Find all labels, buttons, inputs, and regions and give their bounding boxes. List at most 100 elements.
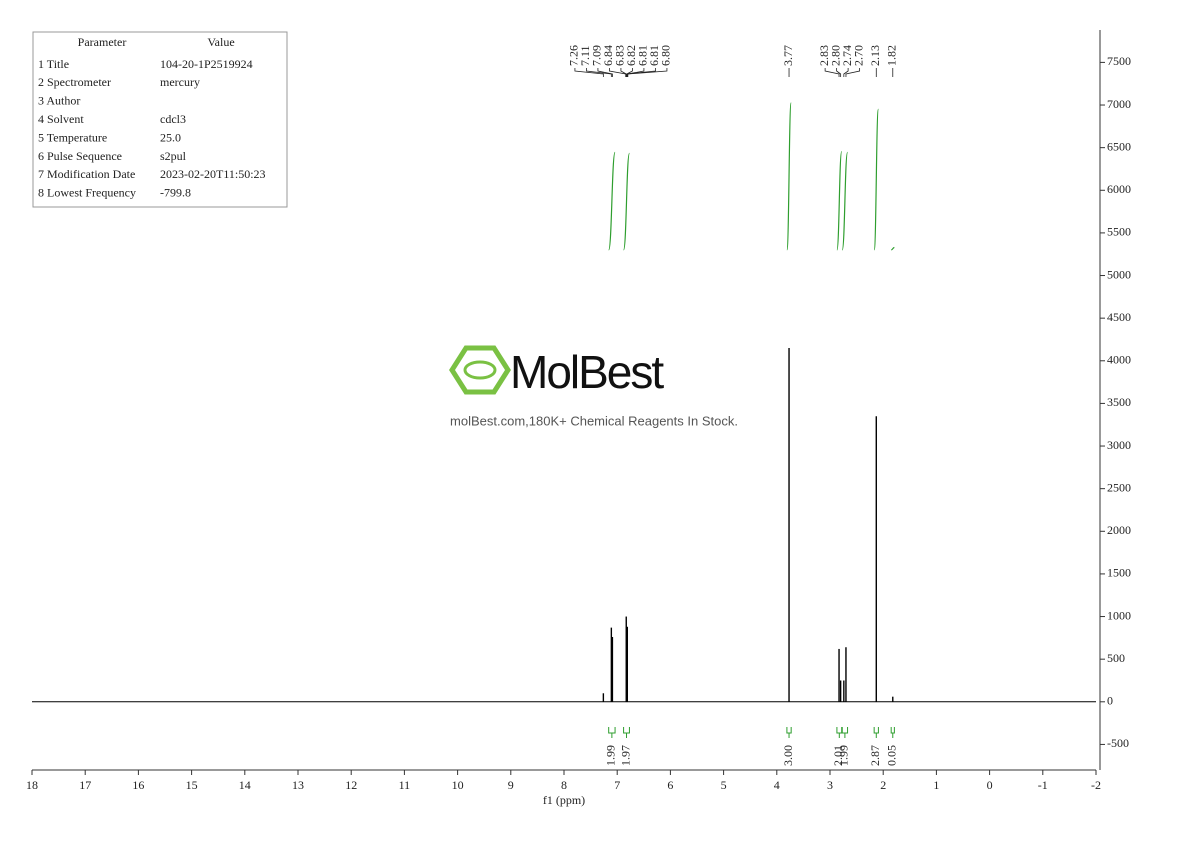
- x-tick-label: 15: [186, 778, 198, 792]
- x-axis-label: f1 (ppm): [543, 793, 585, 807]
- x-tick-label: 14: [239, 778, 251, 792]
- integral-label: 2.87: [868, 745, 882, 766]
- integral-curve: [622, 152, 631, 251]
- peak-leader: [597, 68, 613, 77]
- x-tick-label: 9: [508, 778, 514, 792]
- peak-leader: [627, 68, 668, 77]
- peak-label: 6.84: [601, 45, 615, 66]
- table-header: Parameter: [78, 35, 127, 49]
- y-tick-label: 7500: [1107, 54, 1131, 68]
- logo-ring: [463, 360, 497, 380]
- peak-leader: [609, 68, 627, 77]
- peak-label: 2.80: [828, 45, 842, 66]
- x-tick-label: 0: [987, 778, 993, 792]
- table-cell: 2 Spectrometer: [38, 75, 111, 89]
- integral-curve: [891, 246, 895, 251]
- y-tick-label: 7000: [1107, 97, 1131, 111]
- tagline: molBest.com,180K+ Chemical Reagents In S…: [450, 413, 738, 428]
- table-cell: 104-20-1P2519924: [160, 57, 253, 71]
- y-tick-label: 3000: [1107, 438, 1131, 452]
- peak-label: 7.26: [567, 45, 581, 66]
- x-tick-label: 17: [79, 778, 91, 792]
- table-cell: 7 Modification Date: [38, 167, 135, 181]
- y-tick-label: 0: [1107, 694, 1113, 708]
- x-tick-label: -1: [1038, 778, 1048, 792]
- x-tick-label: 6: [667, 778, 673, 792]
- peak-label: 6.83: [613, 45, 627, 66]
- x-tick-label: 11: [399, 778, 411, 792]
- peak-label: 2.83: [817, 45, 831, 66]
- integral-bracket: [873, 727, 879, 738]
- table-cell: mercury: [160, 75, 200, 89]
- integral-bracket: [623, 727, 630, 738]
- peak-label: 2.74: [840, 45, 854, 66]
- brand: MolBest: [510, 346, 664, 398]
- y-tick-label: 6500: [1107, 139, 1131, 153]
- peak-leader: [836, 68, 842, 77]
- integral-bracket: [608, 727, 616, 738]
- peak-label: 2.70: [851, 45, 865, 66]
- peak-label: 7.11: [578, 45, 592, 66]
- table-cell: 5 Temperature: [38, 130, 107, 144]
- peak-leader: [843, 68, 849, 77]
- integral-bracket: [841, 727, 849, 738]
- peak-label: 6.82: [624, 45, 638, 66]
- watermark: MolBest molBest.com,180K+ Chemical Reage…: [449, 345, 738, 428]
- parameter-box: [32, 31, 288, 208]
- peak-leader: [845, 68, 861, 77]
- integral-curve: [608, 151, 616, 251]
- x-tick-label: 4: [774, 778, 780, 792]
- y-tick-label: -500: [1107, 736, 1129, 750]
- table-cell: 2023-02-20T11:50:23: [160, 167, 266, 181]
- table-cell: 1 Title: [38, 57, 69, 71]
- integral-label: 1.99: [837, 745, 851, 766]
- integral-curve: [873, 108, 880, 251]
- y-tick-label: 6000: [1107, 182, 1131, 196]
- y-tick-label: 2000: [1107, 523, 1131, 537]
- table-cell: cdcl3: [160, 112, 186, 126]
- peak-label: 6.81: [647, 45, 661, 66]
- table-cell: 6 Pulse Sequence: [38, 149, 122, 163]
- peak-leader: [586, 68, 612, 77]
- y-tick-label: 5000: [1107, 267, 1131, 281]
- integral-bracket: [836, 727, 843, 738]
- table-cell: -799.8: [160, 186, 191, 200]
- integral-label: 1.97: [618, 745, 632, 766]
- x-tick-label: 13: [292, 778, 304, 792]
- y-tick-label: 1000: [1107, 608, 1131, 622]
- peak-leader: [626, 68, 656, 77]
- table-cell: 4 Solvent: [38, 112, 84, 126]
- x-tick-label: 3: [827, 778, 833, 792]
- peak-leader: [620, 68, 627, 77]
- integral-label: 1.99: [604, 745, 618, 766]
- x-tick-label: 10: [452, 778, 464, 792]
- peak-label: 6.81: [636, 45, 650, 66]
- x-tick-label: 7: [614, 778, 620, 792]
- integral-curve: [836, 150, 843, 251]
- y-tick-label: 3500: [1107, 395, 1131, 409]
- x-tick-label: 2: [880, 778, 886, 792]
- y-tick-label: 2500: [1107, 480, 1131, 494]
- x-tick-label: 1: [933, 778, 939, 792]
- table-cell: 25.0: [160, 130, 181, 144]
- x-tick-label: 12: [345, 778, 357, 792]
- table-header: Value: [207, 35, 234, 49]
- peak-leader: [574, 68, 604, 77]
- peak-label: 1.82: [885, 45, 899, 66]
- x-tick-label: 5: [721, 778, 727, 792]
- logo-hexagon: [449, 345, 511, 395]
- x-tick-label: -2: [1091, 778, 1101, 792]
- integral-label: 2.01: [831, 745, 845, 766]
- peak-label: 6.80: [659, 45, 673, 66]
- peak-label: 3.77: [781, 45, 795, 66]
- y-tick-label: 4500: [1107, 310, 1131, 324]
- integral-bracket: [786, 727, 792, 738]
- integral-curve: [841, 151, 849, 251]
- integral-label: 0.05: [885, 745, 899, 766]
- table-cell: 8 Lowest Frequency: [38, 186, 136, 200]
- peak-leader: [824, 68, 840, 77]
- table-cell: 3 Author: [38, 94, 80, 108]
- peak-leader: [626, 68, 633, 77]
- table-cell: s2pul: [160, 149, 187, 163]
